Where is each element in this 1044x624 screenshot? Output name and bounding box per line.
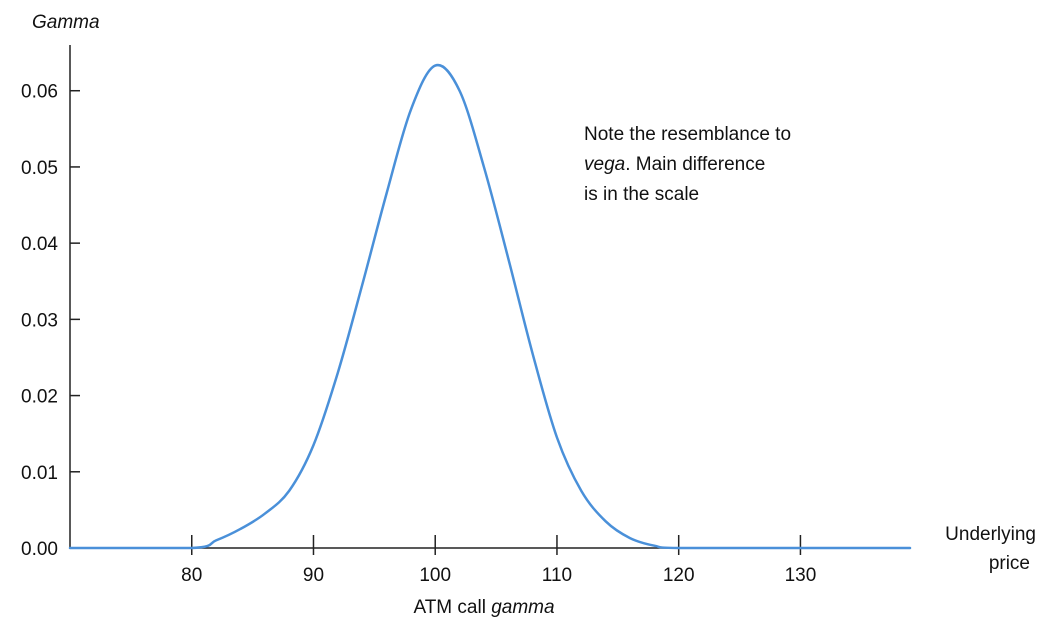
caption-prefix: ATM call bbox=[413, 597, 491, 618]
x-ticks: 80 90 100 110 120 130 bbox=[181, 535, 816, 586]
x-tick-label: 120 bbox=[663, 565, 695, 586]
x-tick-label: 100 bbox=[419, 565, 451, 586]
chart-caption: ATM call gamma bbox=[413, 597, 554, 618]
y-tick-label: 0.06 bbox=[21, 82, 58, 103]
x-tick-label: 90 bbox=[303, 565, 324, 586]
y-tick-label: 0.02 bbox=[21, 387, 58, 408]
annotation-line1: Note the resemblance to bbox=[584, 124, 791, 145]
y-axis-title: Gamma bbox=[32, 12, 100, 33]
y-tick-label: 0.03 bbox=[21, 310, 58, 331]
x-axis-title-line1: Underlying bbox=[945, 524, 1036, 545]
annotation-line3: is in the scale bbox=[584, 184, 699, 205]
y-ticks: 0.00 0.01 0.02 0.03 0.04 0.05 0.06 bbox=[21, 82, 80, 560]
y-tick-label: 0.00 bbox=[21, 539, 58, 560]
caption-emph: gamma bbox=[491, 597, 554, 618]
y-tick-label: 0.01 bbox=[21, 463, 58, 484]
gamma-series-line bbox=[68, 63, 912, 550]
x-tick-label: 130 bbox=[785, 565, 817, 586]
x-tick-label: 80 bbox=[181, 565, 202, 586]
y-tick-label: 0.05 bbox=[21, 158, 58, 179]
x-axis-title-line2: price bbox=[989, 553, 1030, 574]
annotation-emph: vega bbox=[584, 154, 625, 175]
y-tick-label: 0.04 bbox=[21, 234, 58, 255]
annotation-rest: . Main difference bbox=[625, 154, 765, 175]
annotation-line2: vega. Main difference bbox=[584, 154, 765, 175]
x-tick-label: 110 bbox=[542, 565, 572, 586]
